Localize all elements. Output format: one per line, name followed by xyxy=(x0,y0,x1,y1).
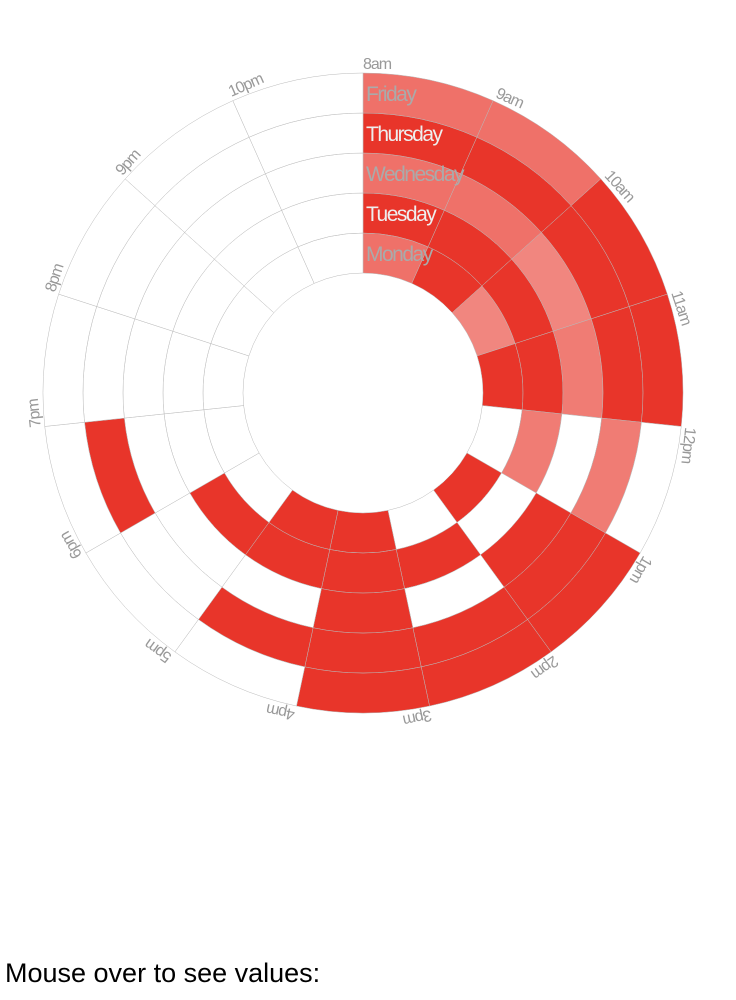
cell-thursday-3pm[interactable] xyxy=(304,627,422,674)
hover-instructions: Mouse over to see values: xyxy=(5,958,321,988)
tick-label-3pm: 3pm xyxy=(401,706,433,729)
tick-label-7pm: 7pm xyxy=(25,398,45,428)
ring-label-monday: Monday xyxy=(366,243,434,266)
ring-label-thursday: Thursday xyxy=(366,123,444,146)
tick-label-12pm: 12pm xyxy=(677,426,698,464)
cell-wednesday-3pm[interactable] xyxy=(312,588,414,634)
cell-monday-3pm[interactable] xyxy=(329,510,397,554)
cell-friday-3pm[interactable] xyxy=(296,666,430,714)
cell-friday-10pm[interactable] xyxy=(232,72,364,138)
ring-label-friday: Friday xyxy=(366,83,417,106)
radial-heatmap-chart: MondayTuesdayWednesdayThursdayFriday8am9… xyxy=(25,56,698,729)
tick-label-4pm: 4pm xyxy=(265,700,297,723)
cell-monday-11am[interactable] xyxy=(476,343,524,410)
tick-label-8am: 8am xyxy=(363,56,392,73)
ring-label-tuesday: Tuesday xyxy=(366,203,437,226)
ring-label-wednesday: Wednesday xyxy=(366,163,465,186)
cell-tuesday-3pm[interactable] xyxy=(321,549,405,594)
